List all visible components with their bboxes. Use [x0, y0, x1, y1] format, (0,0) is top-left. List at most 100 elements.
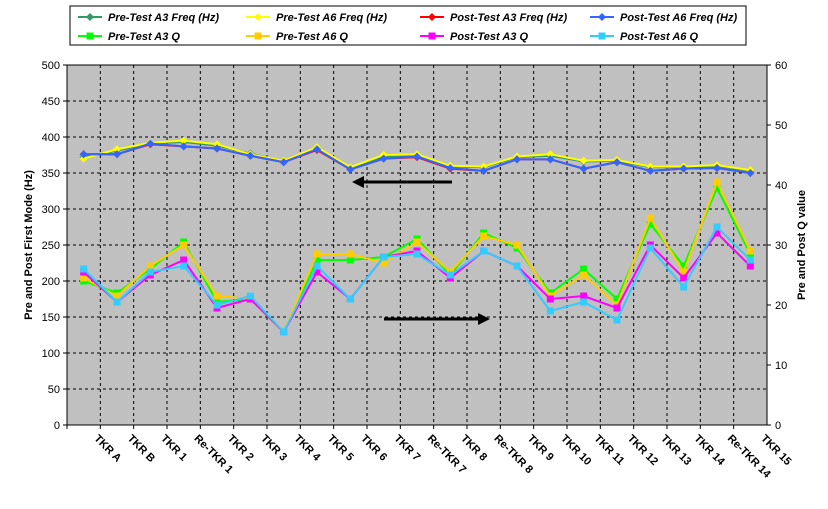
data-point	[479, 166, 488, 175]
data-point	[613, 295, 621, 303]
data-point	[113, 298, 121, 306]
y-tick-label: 0	[54, 420, 60, 432]
data-point	[646, 220, 654, 228]
data-point	[346, 256, 354, 264]
data-point	[213, 144, 221, 153]
data-point	[179, 142, 188, 151]
data-point	[280, 328, 288, 336]
legend-label: Post-Test A3 Freq (Hz)	[450, 12, 567, 24]
data-point	[613, 316, 621, 324]
legend: Pre-Test A3 Freq (Hz) Pre-Test A6 Freq (H…	[78, 12, 737, 43]
data-point	[713, 184, 721, 192]
series-layer	[79, 136, 755, 336]
data-point	[579, 164, 588, 173]
data-point	[346, 165, 355, 174]
legend-label: Pre-Test A6 Q	[276, 31, 348, 43]
data-point	[713, 163, 721, 172]
data-point	[180, 262, 188, 270]
data-point	[680, 283, 688, 291]
legend-marker	[598, 32, 606, 40]
x-tick-label: TKR 7	[392, 433, 423, 464]
data-point	[546, 155, 555, 164]
legend-label: Post-Test A6 Q	[620, 31, 698, 43]
data-point	[613, 304, 621, 312]
y-tick-label: 50	[48, 384, 60, 396]
legend-item: Pre-Test A3 Freq (Hz)	[78, 12, 219, 24]
data-point	[646, 244, 654, 252]
left-y-axis: 0 50 100 150 200 250 300 350 400 450 500	[42, 60, 67, 432]
data-point	[180, 241, 188, 249]
data-point	[380, 259, 388, 267]
data-point	[379, 154, 388, 163]
data-point	[513, 262, 521, 270]
data-point	[713, 178, 721, 186]
legend-label: Post-Test A3 Q	[450, 31, 528, 43]
data-point	[679, 164, 688, 173]
data-point	[313, 268, 321, 276]
data-point	[346, 250, 354, 258]
y-axis-title: Pre and Post First Mode (Hz)	[23, 170, 35, 320]
data-point	[646, 166, 655, 175]
data-point	[213, 140, 221, 149]
data-point	[179, 136, 188, 145]
x-tick-label: TKR A	[92, 433, 124, 465]
data-point	[746, 247, 754, 255]
data-point	[313, 262, 321, 270]
x-tick-label: TKR B	[125, 433, 157, 465]
data-point	[646, 162, 655, 171]
legend-marker	[428, 13, 436, 21]
data-point	[313, 256, 321, 264]
legend-item: Post-Test A3 Q	[420, 31, 528, 43]
y-tick-label: 350	[42, 168, 60, 180]
y-tick-label: 200	[42, 276, 60, 288]
data-point	[246, 292, 254, 300]
y-tick-label: 400	[42, 132, 60, 144]
x-tick-label: TKR 8	[458, 433, 489, 464]
series-group	[80, 223, 754, 336]
data-point	[146, 262, 154, 270]
y-tick-label: 450	[42, 96, 60, 108]
data-point	[279, 158, 288, 167]
data-point	[480, 247, 488, 255]
legend-item: Pre-Test A6 Q	[246, 31, 348, 43]
data-point	[680, 268, 688, 276]
legend-item: Post-Test A6 Freq (Hz)	[590, 12, 737, 24]
legend-item: Post-Test A3 Freq (Hz)	[420, 12, 567, 24]
series-group	[79, 139, 755, 177]
data-point	[346, 295, 354, 303]
x-tick-label: TKR 13	[658, 433, 693, 468]
y2-tick-label: 50	[775, 120, 787, 132]
data-point	[680, 274, 688, 282]
data-point	[413, 238, 421, 246]
legend-item: Post-Test A6 Q	[590, 31, 698, 43]
y2-tick-label: 0	[775, 420, 781, 432]
legend-marker	[254, 32, 262, 40]
data-point	[480, 232, 488, 240]
x-tick-label: TKR 10	[558, 433, 593, 468]
legend-label: Pre-Test A6 Freq (Hz)	[276, 12, 387, 24]
data-point	[213, 301, 221, 309]
legend-label: Post-Test A6 Freq (Hz)	[620, 12, 737, 24]
data-point	[80, 274, 88, 282]
data-point	[546, 307, 554, 315]
legend-label: Pre-Test A3 Freq (Hz)	[108, 12, 219, 24]
x-tick-label: TKR 12	[625, 433, 660, 468]
data-point	[513, 241, 521, 249]
data-point	[413, 250, 421, 258]
x-tick-label: TKR 9	[525, 433, 556, 464]
y2-axis-title: Pre and Post Q value	[796, 190, 808, 300]
x-tick-label: TKR 1	[158, 433, 189, 464]
y-tick-label: 150	[42, 312, 60, 324]
y2-tick-label: 10	[775, 360, 787, 372]
x-tick-label: TKR 3	[258, 433, 289, 464]
data-point	[413, 152, 421, 161]
legend-item: Pre-Test A3 Q	[78, 31, 180, 43]
data-point	[446, 163, 455, 172]
y-tick-label: 300	[42, 204, 60, 216]
data-point	[513, 155, 521, 164]
data-point	[180, 256, 188, 264]
legend-marker	[86, 32, 94, 40]
data-point	[746, 262, 754, 270]
